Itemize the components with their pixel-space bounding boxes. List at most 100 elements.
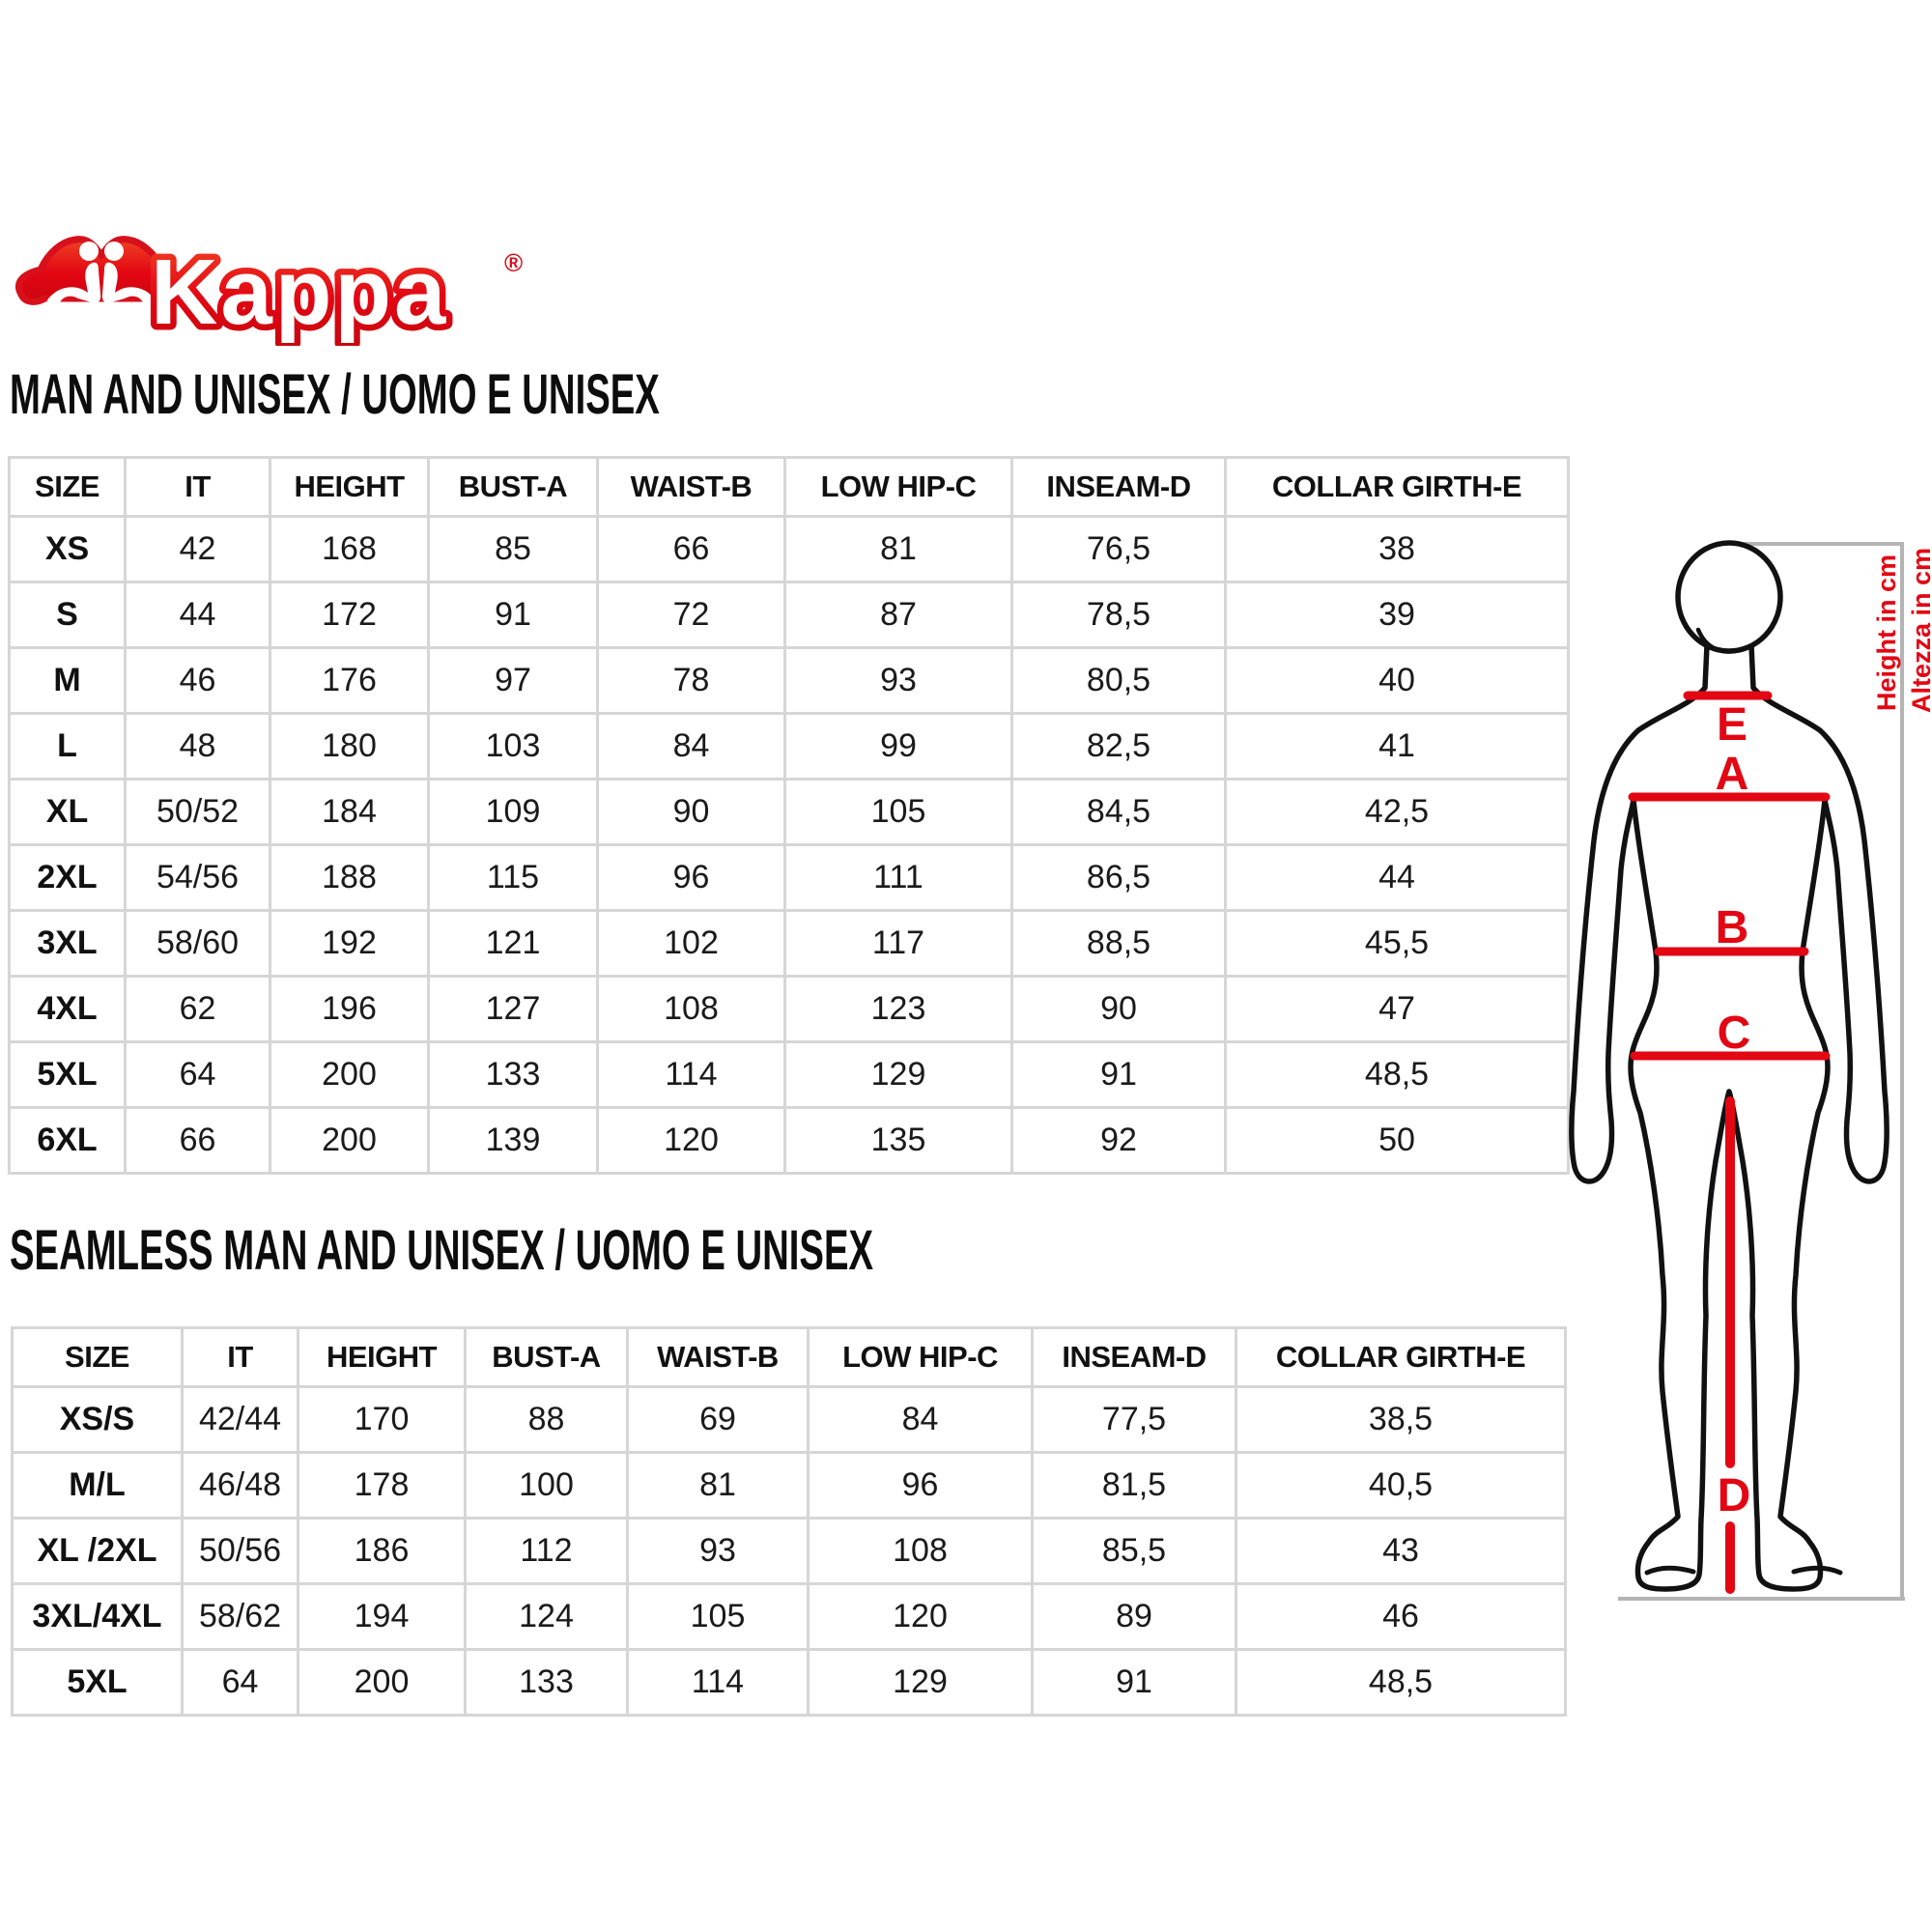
value-cell: 108 (596, 975, 786, 1043)
label-bust-a: A (1716, 749, 1749, 800)
size-cell: M (8, 646, 127, 715)
table-row: L 48 180 103 84 99 82,5 41 (8, 712, 1570, 781)
value-cell: 133 (464, 1648, 629, 1717)
value-cell: 178 (297, 1451, 467, 1520)
value-cell: 105 (783, 778, 1013, 846)
value-cell: 47 (1224, 975, 1570, 1043)
value-cell: 123 (783, 975, 1013, 1043)
value-cell: 96 (596, 843, 786, 912)
value-cell: 50/52 (124, 778, 271, 846)
kappa-wordmark: Kappa (151, 241, 448, 344)
head-outline (1675, 540, 1783, 654)
value-cell: 194 (297, 1582, 467, 1651)
size-cell: L (8, 712, 127, 781)
value-cell: 48 (124, 712, 271, 781)
value-cell: 88 (464, 1385, 629, 1454)
value-cell: 46/48 (181, 1451, 299, 1520)
value-cell: 99 (783, 712, 1013, 781)
label-hip-c: C (1718, 1008, 1751, 1059)
value-cell: 90 (1010, 975, 1227, 1043)
value-cell: 39 (1224, 581, 1570, 649)
value-cell: 135 (783, 1106, 1013, 1175)
section-title-seamless: SEAMLESS MAN AND UNISEX / UOMO E UNISEX (10, 1219, 874, 1282)
column-header: BUST-A (464, 1326, 629, 1388)
value-cell: 115 (427, 843, 599, 912)
value-cell: 84 (807, 1385, 1034, 1454)
value-cell: 91 (1031, 1648, 1237, 1717)
value-cell: 103 (427, 712, 599, 781)
column-header: WAIST-B (626, 1326, 810, 1388)
value-cell: 50/56 (181, 1517, 299, 1585)
value-cell: 93 (626, 1517, 810, 1585)
value-cell: 188 (269, 843, 430, 912)
table-row: 5XL 64 200 133 114 129 91 48,5 (11, 1648, 1567, 1717)
size-table-seamless: SIZE IT HEIGHT BUST-A WAIST-B LOW HIP-C INSEAM… (11, 1326, 1567, 1717)
value-cell: 121 (427, 909, 599, 978)
value-cell: 43 (1235, 1517, 1567, 1585)
column-header: IT (181, 1326, 299, 1388)
height-caption-it: Altezza in cm (1907, 548, 1932, 713)
value-cell: 40 (1224, 646, 1570, 715)
body-measurement-diagram: Height in cm Altezza in cm E A B C D (1569, 540, 1932, 1601)
value-cell: 85 (427, 515, 599, 583)
value-cell: 168 (269, 515, 430, 583)
size-cell: XL /2XL (11, 1517, 184, 1585)
column-header: LOW HIP-C (807, 1326, 1034, 1388)
value-cell: 176 (269, 646, 430, 715)
value-cell: 100 (464, 1451, 629, 1520)
column-header: SIZE (8, 456, 127, 518)
value-cell: 48,5 (1235, 1648, 1567, 1717)
measure-letter-labels: E A B C D (1716, 699, 1751, 1521)
value-cell: 86,5 (1010, 843, 1227, 912)
size-cell: XS/S (11, 1385, 184, 1454)
value-cell: 54/56 (124, 843, 271, 912)
value-cell: 44 (1224, 843, 1570, 912)
value-cell: 84 (596, 712, 786, 781)
value-cell: 114 (626, 1648, 810, 1717)
value-cell: 90 (596, 778, 786, 846)
value-cell: 200 (269, 1106, 430, 1175)
value-cell: 82,5 (1010, 712, 1227, 781)
column-header: BUST-A (427, 456, 599, 518)
measure-lines (1628, 691, 1831, 1594)
value-cell: 87 (783, 581, 1013, 649)
value-cell: 139 (427, 1106, 599, 1175)
value-cell: 48,5 (1224, 1040, 1570, 1109)
table-row: M/L 46/48 178 100 81 96 81,5 40,5 (11, 1451, 1567, 1520)
value-cell: 96 (807, 1451, 1034, 1520)
label-neck-e: E (1717, 699, 1747, 751)
size-cell: 6XL (8, 1106, 127, 1175)
value-cell: 184 (269, 778, 430, 846)
size-cell: 5XL (11, 1648, 184, 1717)
value-cell: 85,5 (1031, 1517, 1237, 1585)
value-cell: 129 (807, 1648, 1034, 1717)
value-cell: 93 (783, 646, 1013, 715)
value-cell: 42 (124, 515, 271, 583)
value-cell: 111 (783, 843, 1013, 912)
value-cell: 120 (596, 1106, 786, 1175)
value-cell: 41 (1224, 712, 1570, 781)
value-cell: 40,5 (1235, 1451, 1567, 1520)
height-bracket (1618, 542, 1905, 1601)
section-title-man-unisex: MAN AND UNISEX / UOMO E UNISEX (10, 363, 660, 426)
value-cell: 69 (626, 1385, 810, 1454)
value-cell: 97 (427, 646, 599, 715)
value-cell: 102 (596, 909, 786, 978)
value-cell: 38 (1224, 515, 1570, 583)
value-cell: 72 (596, 581, 786, 649)
value-cell: 105 (626, 1582, 810, 1651)
value-cell: 58/60 (124, 909, 271, 978)
table-row: 5XL 64 200 133 114 129 91 48,5 (8, 1040, 1570, 1109)
value-cell: 45,5 (1224, 909, 1570, 978)
value-cell: 66 (596, 515, 786, 583)
table-row: S 44 172 91 72 87 78,5 39 (8, 581, 1570, 649)
value-cell: 77,5 (1031, 1385, 1237, 1454)
value-cell: 66 (124, 1106, 271, 1175)
value-cell: 172 (269, 581, 430, 649)
value-cell: 200 (297, 1648, 467, 1717)
size-cell: S (8, 581, 127, 649)
table-row: 4XL 62 196 127 108 123 90 47 (8, 975, 1570, 1043)
value-cell: 112 (464, 1517, 629, 1585)
table-row: 6XL 66 200 139 120 135 92 50 (8, 1106, 1570, 1175)
